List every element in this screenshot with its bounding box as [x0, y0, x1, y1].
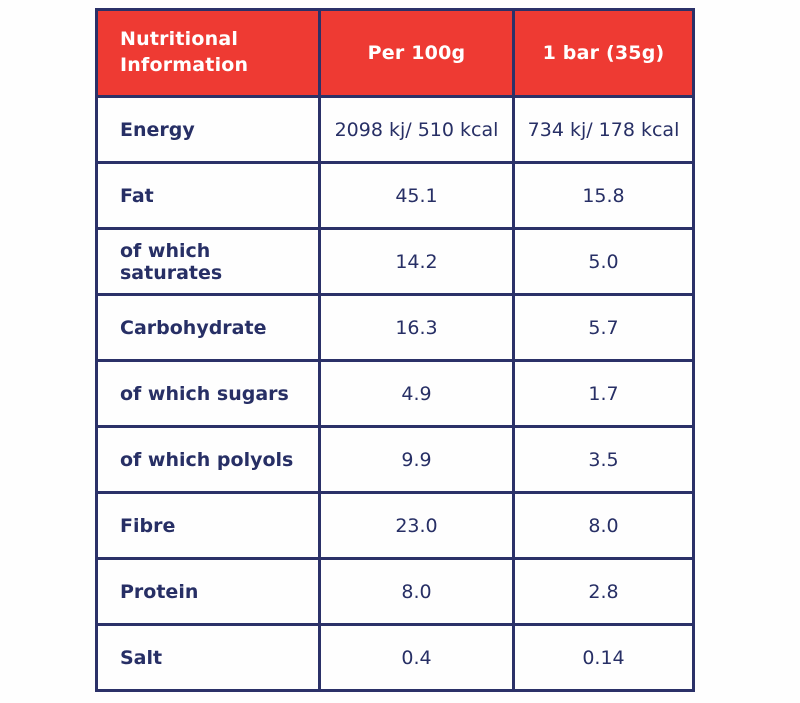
- row-label: Carbohydrate: [95, 293, 321, 362]
- row-value-bar: 15.8: [512, 161, 695, 230]
- row-label: Fibre: [95, 491, 321, 560]
- row-value-per100g: 2098 kj/ 510 kcal: [318, 95, 515, 164]
- row-value-per100g: 45.1: [318, 161, 515, 230]
- row-value-bar: 3.5: [512, 425, 695, 494]
- header-nutritional-information: Nutritional Information: [95, 8, 321, 98]
- table-row-polyols: of which polyols 9.9 3.5: [95, 425, 695, 494]
- row-value-per100g: 16.3: [318, 293, 515, 362]
- table-row-saturates: of which saturates 14.2 5.0: [95, 227, 695, 296]
- row-value-bar: 0.14: [512, 623, 695, 692]
- row-value-per100g: 14.2: [318, 227, 515, 296]
- table-row-carbohydrate: Carbohydrate 16.3 5.7: [95, 293, 695, 362]
- table-row-fat: Fat 45.1 15.8: [95, 161, 695, 230]
- row-value-bar: 2.8: [512, 557, 695, 626]
- row-value-per100g: 8.0: [318, 557, 515, 626]
- row-value-bar: 1.7: [512, 359, 695, 428]
- table-row-protein: Protein 8.0 2.8: [95, 557, 695, 626]
- header-1-bar-35g: 1 bar (35g): [512, 8, 695, 98]
- row-value-bar: 734 kj/ 178 kcal: [512, 95, 695, 164]
- row-label: of which polyols: [95, 425, 321, 494]
- table-row-sugars: of which sugars 4.9 1.7: [95, 359, 695, 428]
- row-label: of which sugars: [95, 359, 321, 428]
- row-value-bar: 8.0: [512, 491, 695, 560]
- row-label: of which saturates: [95, 227, 321, 296]
- row-value-bar: 5.0: [512, 227, 695, 296]
- table-header-row: Nutritional Information Per 100g 1 bar (…: [95, 8, 695, 98]
- row-label: Protein: [95, 557, 321, 626]
- nutrition-table: Nutritional Information Per 100g 1 bar (…: [95, 8, 695, 692]
- table-row-salt: Salt 0.4 0.14: [95, 623, 695, 692]
- row-value-per100g: 9.9: [318, 425, 515, 494]
- row-value-per100g: 23.0: [318, 491, 515, 560]
- row-value-per100g: 4.9: [318, 359, 515, 428]
- table-row-energy: Energy 2098 kj/ 510 kcal 734 kj/ 178 kca…: [95, 95, 695, 164]
- header-per-100g: Per 100g: [318, 8, 515, 98]
- row-label: Salt: [95, 623, 321, 692]
- row-value-bar: 5.7: [512, 293, 695, 362]
- row-label: Energy: [95, 95, 321, 164]
- row-value-per100g: 0.4: [318, 623, 515, 692]
- row-label: Fat: [95, 161, 321, 230]
- table-row-fibre: Fibre 23.0 8.0: [95, 491, 695, 560]
